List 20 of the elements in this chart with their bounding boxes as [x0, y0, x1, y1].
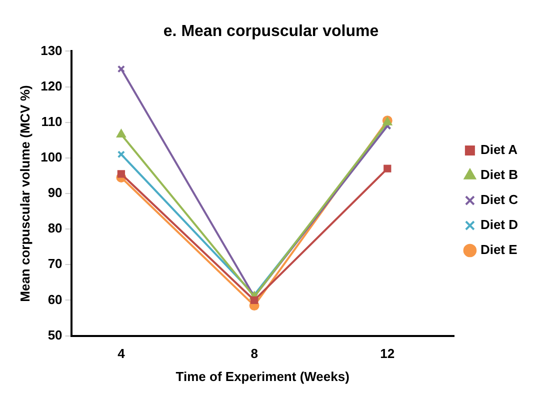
y-tick-label: 120 — [40, 78, 62, 94]
y-tick-label: 130 — [40, 42, 62, 58]
x-axis-title: Time of Experiment (Weeks) — [176, 368, 350, 384]
legend-label: Diet C — [480, 192, 519, 208]
y-tick-label: 50 — [48, 327, 62, 342]
y-tick-label: 90 — [48, 185, 62, 200]
legend-label: Diet D — [480, 217, 518, 232]
y-tick-label: 80 — [48, 220, 62, 236]
y-tick-label: 70 — [48, 256, 62, 272]
x-tick-label: 8 — [250, 346, 258, 362]
y-tick-label: 60 — [48, 292, 62, 307]
y-tick-label: 110 — [41, 114, 62, 129]
y-tick-label: 100 — [40, 150, 62, 165]
y-axis-title: Mean corpuscular volume (MCV %) — [17, 85, 32, 302]
x-tick-label: 4 — [118, 346, 126, 362]
legend-label: Diet E — [480, 242, 518, 258]
x-tick-label: 12 — [380, 346, 395, 362]
chart-title: e. Mean corpuscular volume — [163, 23, 379, 40]
legend-label: Diet A — [480, 142, 518, 158]
legend-label: Diet B — [480, 167, 518, 182]
